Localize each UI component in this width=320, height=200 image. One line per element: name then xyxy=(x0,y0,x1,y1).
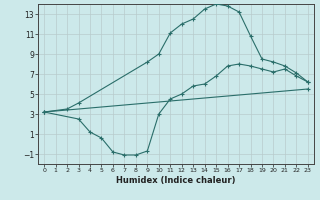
X-axis label: Humidex (Indice chaleur): Humidex (Indice chaleur) xyxy=(116,176,236,185)
